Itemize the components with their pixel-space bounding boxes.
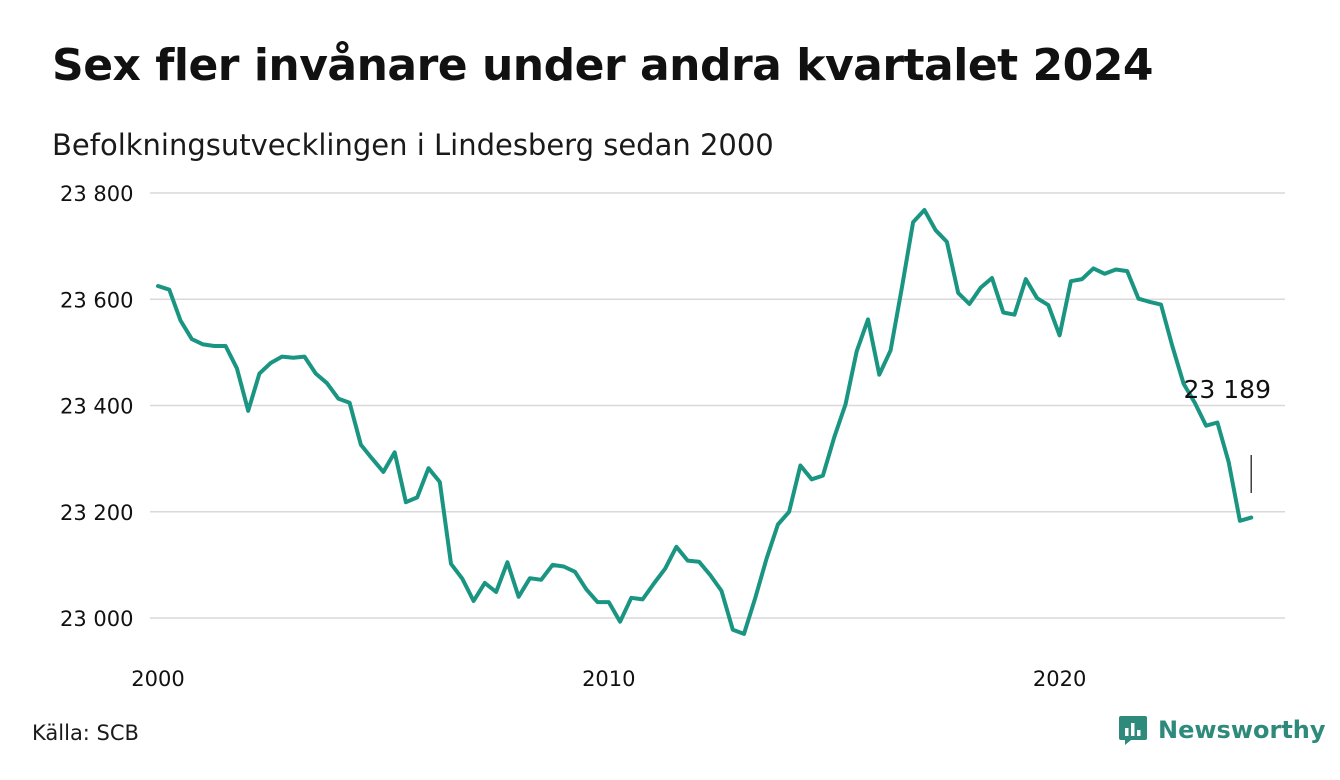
x-tick-label: 2020 [1033,667,1086,691]
y-axis-tick-labels: 23 000 23 200 23 400 23 600 23 800 [60,182,133,631]
annotation-layer: 23 189 [1184,375,1271,493]
brand-logo[interactable]: Newsworthy [1118,714,1326,746]
y-tick-label: 23 400 [60,395,133,419]
y-tick-label: 23 800 [60,182,133,206]
gridlines [150,192,1285,619]
series-line [156,208,1254,636]
x-tick-label: 2000 [131,667,184,691]
series-layer [156,208,1254,636]
source-note: Källa: SCB [32,721,139,745]
brand-name: Newsworthy [1158,716,1326,744]
chart-title: Sex fler invånare under andra kvartalet … [52,40,1154,91]
x-tick-label: 2010 [582,667,635,691]
y-tick-label: 23 600 [60,288,133,312]
x-axis-tick-labels: 2000 2010 2020 [131,667,1086,691]
y-tick-label: 23 000 [60,607,133,631]
bar-chart-logo-icon [1119,716,1147,745]
annotation-label: 23 189 [1184,375,1271,404]
chart-subtitle: Befolkningsutvecklingen i Lindesberg sed… [52,128,774,162]
y-tick-label: 23 200 [60,501,133,525]
